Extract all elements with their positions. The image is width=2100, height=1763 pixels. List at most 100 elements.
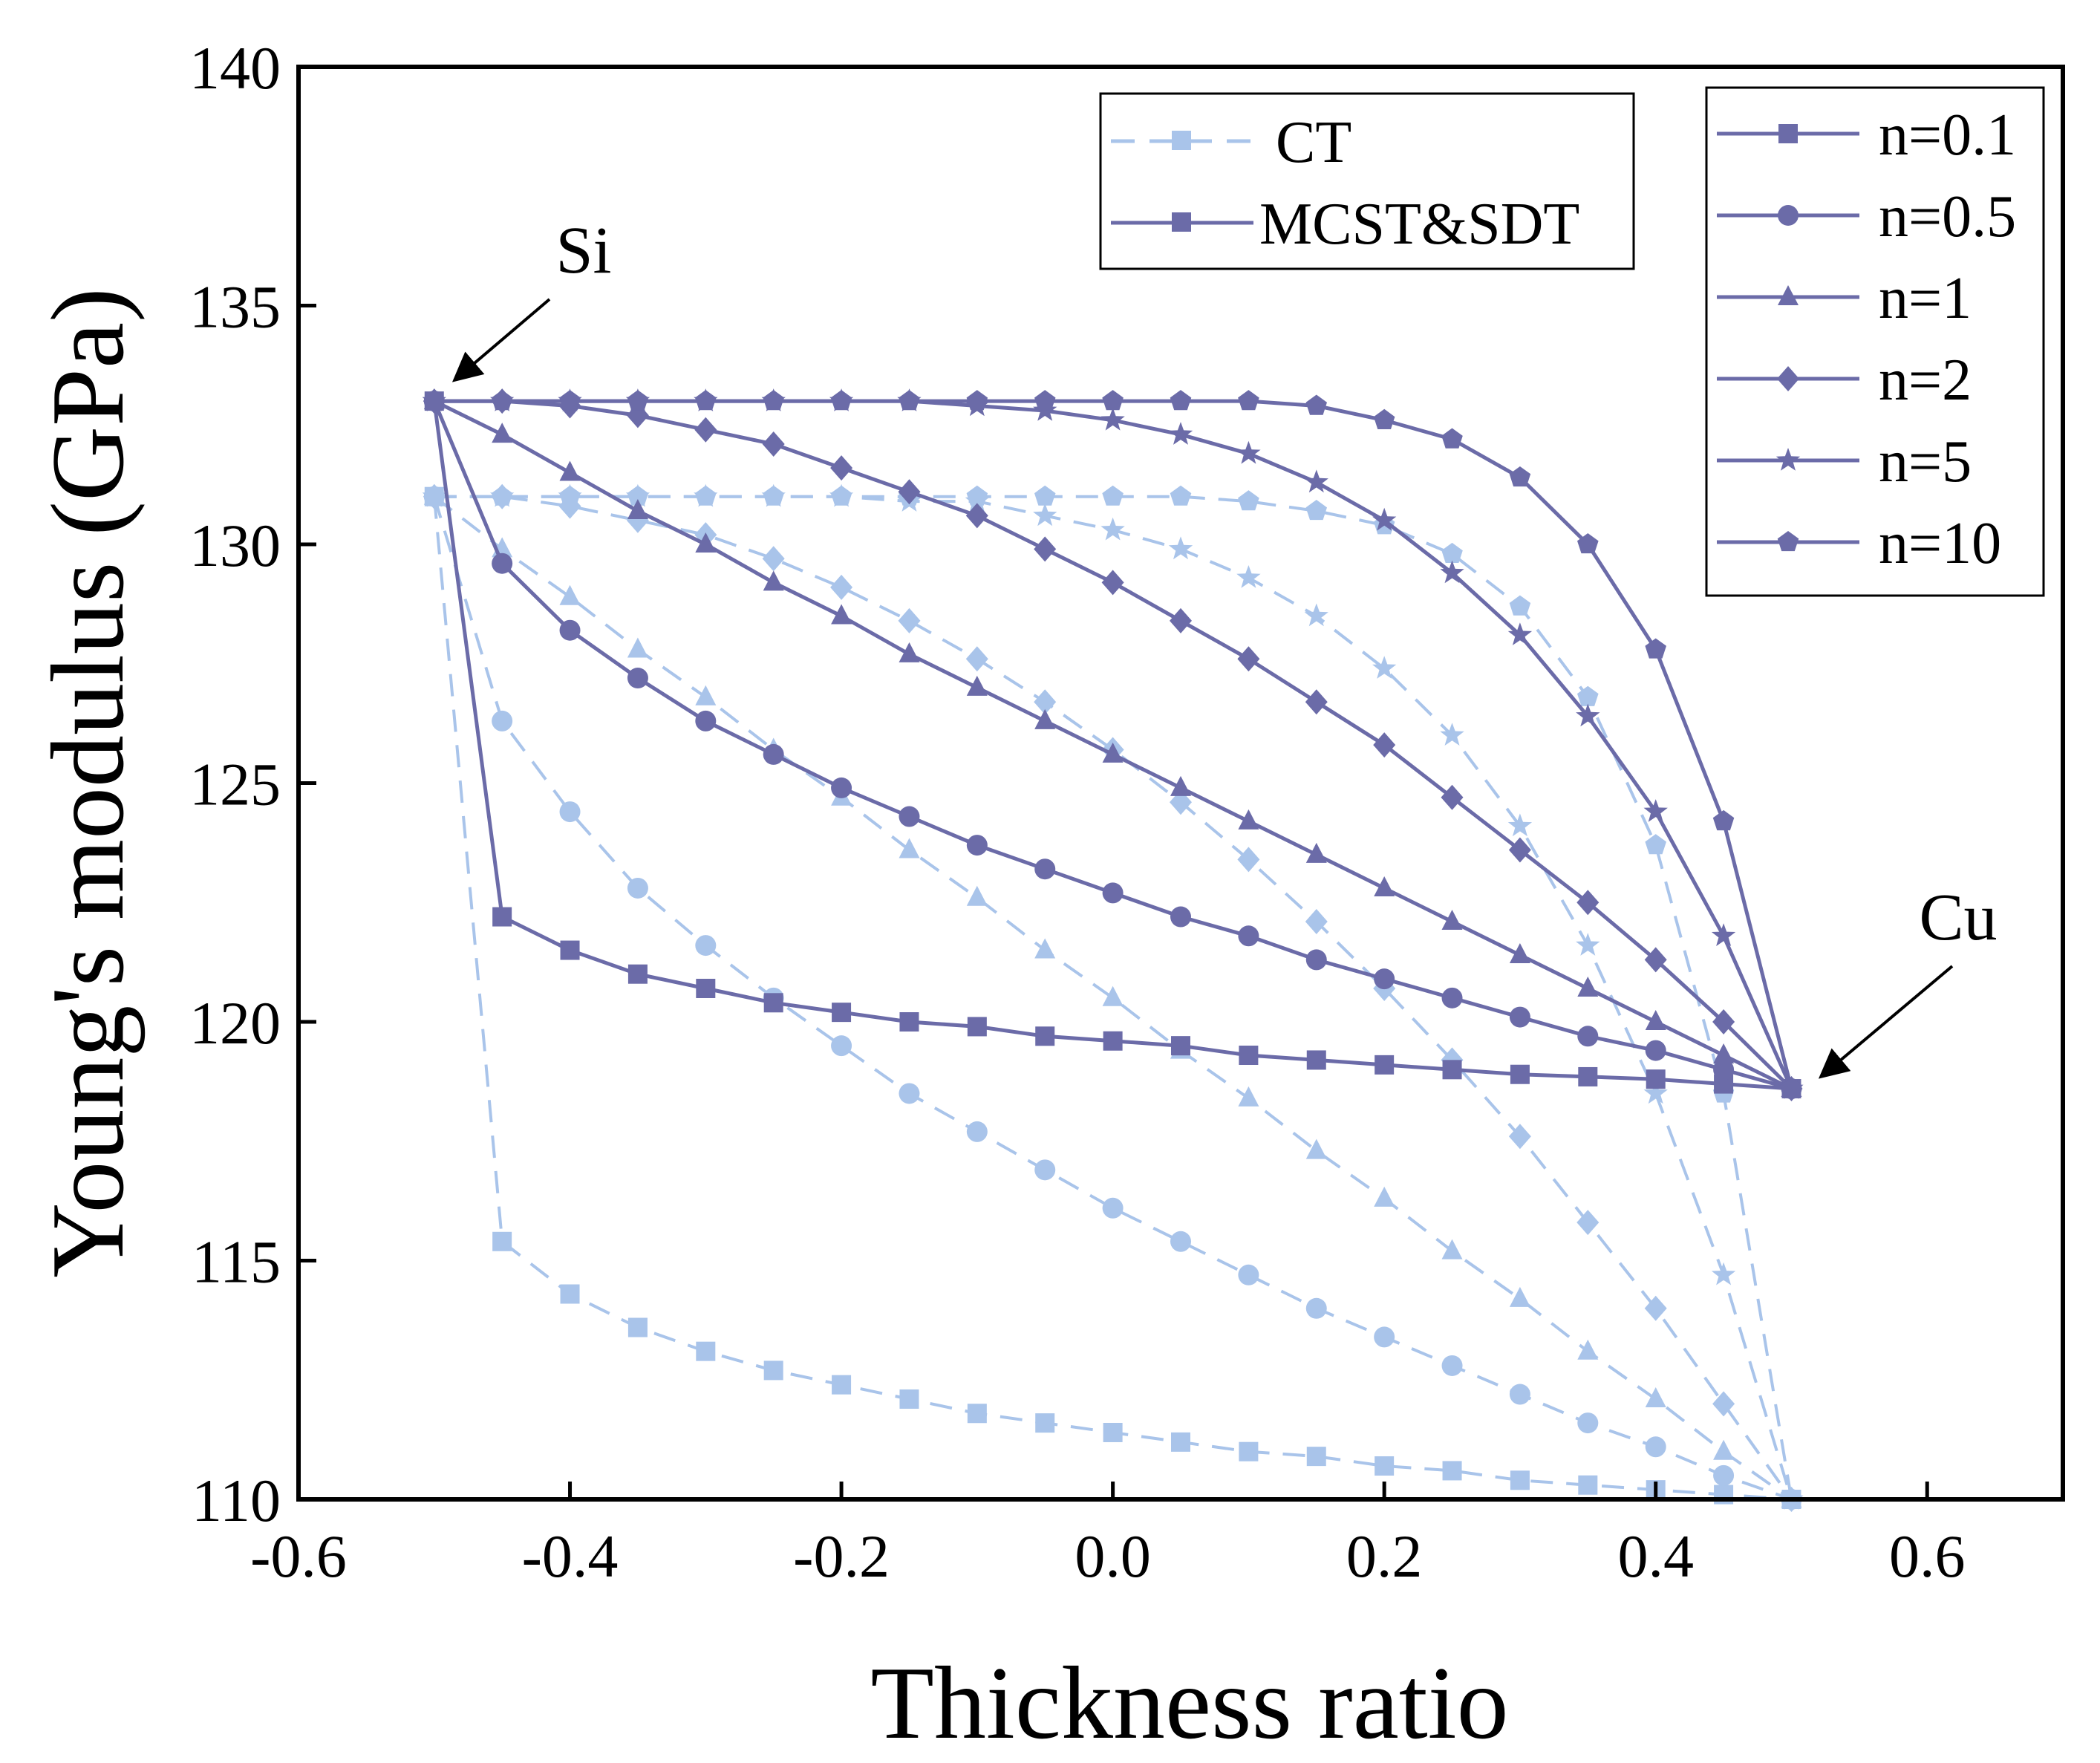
- data-point-mcst-n0p5: [559, 619, 581, 641]
- data-point-mcst-n5: [1507, 622, 1533, 645]
- legend-n-values: n=0.1 n=0.5 n=1 n=2 n=5 n=10: [1705, 86, 2045, 597]
- data-point-mcst-n5: [1643, 799, 1668, 822]
- data-point-ct-n10: [1645, 834, 1666, 855]
- data-point-mcst-n5: [1711, 923, 1736, 946]
- x-tick-label: -0.2: [793, 1522, 890, 1590]
- annotation-cu-label: Cu: [1919, 881, 1997, 954]
- data-point-mcst-n10: [899, 390, 920, 411]
- x-tick-label: 0.6: [1889, 1522, 1966, 1590]
- data-point-mcst-n0p5: [1305, 949, 1327, 971]
- data-point-ct-n0p1: [1578, 1475, 1598, 1495]
- data-point-mcst-n1: [899, 642, 920, 662]
- data-point-mcst-n0p5: [1645, 1040, 1666, 1061]
- data-point-mcst-n0p5: [1374, 968, 1395, 990]
- data-point-ct-n10: [830, 485, 852, 506]
- data-point-mcst-n1: [492, 423, 513, 443]
- data-point-mcst-n1: [966, 675, 988, 696]
- data-point-ct-n10: [763, 485, 784, 506]
- legend-n-marker: [1775, 448, 1801, 471]
- data-point-ct-n5: [1372, 656, 1397, 679]
- data-point-ct-n0p1: [1442, 1461, 1462, 1481]
- data-point-mcst-n2: [1508, 837, 1531, 863]
- data-point-mcst-n0p1: [763, 993, 783, 1013]
- data-point-ct-n0p5: [1034, 1159, 1056, 1181]
- data-point-ct-n0p1: [627, 1317, 648, 1337]
- legend-n-label: n=2: [1879, 348, 1972, 413]
- data-point-mcst-n2: [1034, 536, 1057, 562]
- legend-n-marker: [1777, 531, 1799, 552]
- data-point-mcst-n10: [423, 390, 445, 411]
- legend-n-label: n=5: [1879, 429, 1972, 495]
- legend-theory-box: [1099, 92, 1635, 270]
- data-point-mcst-n2: [1441, 784, 1464, 810]
- data-point-mcst-n0p1: [492, 907, 512, 927]
- data-point-mcst-n10: [1712, 809, 1735, 831]
- data-point-mcst-n5: [1168, 422, 1193, 445]
- data-point-mcst-n0p5: [1713, 1059, 1735, 1081]
- data-point-mcst-n10: [491, 390, 513, 411]
- y-tick-label: 140: [189, 34, 281, 102]
- data-point-ct-n1: [1713, 1439, 1735, 1460]
- data-point-mcst-n0p1: [899, 1012, 919, 1032]
- legend-theory: CT MCST&SDT: [1099, 92, 1635, 270]
- data-point-mcst-n5: [1576, 703, 1600, 727]
- data-point-ct-n10: [1509, 595, 1531, 616]
- data-point-ct-n0p1: [1103, 1422, 1123, 1442]
- data-point-mcst-n10: [1305, 394, 1327, 415]
- data-point-mcst-n1: [559, 460, 581, 481]
- data-point-mcst-n0p5: [831, 777, 852, 798]
- data-point-mcst-n1: [1034, 708, 1056, 729]
- x-tick-label: 0.0: [1075, 1522, 1151, 1590]
- data-point-mcst-n2: [1101, 570, 1124, 596]
- data-point-ct-n10: [1034, 485, 1056, 506]
- data-point-mcst-n10: [1034, 390, 1056, 411]
- annotation-si: Si: [451, 214, 612, 382]
- data-point-mcst-n10: [1645, 638, 1666, 659]
- data-point-mcst-n0p5: [1509, 1006, 1530, 1028]
- data-point-ct-n1: [1509, 1286, 1530, 1307]
- data-point-mcst-n2: [762, 431, 785, 457]
- data-point-mcst-n2: [1712, 1009, 1735, 1034]
- data-point-ct-n1: [559, 584, 581, 605]
- data-point-ct-n5: [1576, 933, 1600, 956]
- data-point-ct-n2: [830, 574, 853, 600]
- data-point-mcst-n1: [1374, 876, 1395, 896]
- data-point-ct-n0p5: [695, 935, 717, 957]
- data-point-ct-n0p5: [1305, 1297, 1327, 1319]
- data-point-ct-n1: [1374, 1186, 1395, 1207]
- data-point-ct-n1: [966, 885, 988, 906]
- series-ct-n0p5: [423, 486, 1802, 1510]
- legend-n-box: [1705, 86, 2045, 597]
- data-point-mcst-n0p1: [560, 940, 580, 960]
- data-point-ct-n2: [965, 646, 988, 672]
- data-point-mcst-n10: [559, 390, 581, 411]
- data-point-ct-n10: [627, 485, 649, 506]
- data-point-mcst-n2: [830, 455, 853, 481]
- data-point-ct-n10: [559, 485, 581, 506]
- data-point-ct-n0p1: [1171, 1432, 1190, 1452]
- data-point-ct-n0p1: [1306, 1447, 1326, 1467]
- data-point-mcst-n10: [1238, 390, 1259, 411]
- data-point-mcst-n10: [627, 390, 649, 411]
- data-point-ct-n10: [491, 485, 513, 506]
- data-point-ct-n2: [1305, 909, 1328, 934]
- data-point-mcst-n0p1: [1239, 1046, 1259, 1066]
- data-point-mcst-n2: [694, 417, 717, 443]
- annotation-si-label: Si: [555, 214, 611, 287]
- x-tick-label: 0.2: [1346, 1522, 1423, 1590]
- data-point-mcst-n0p1: [1442, 1060, 1462, 1080]
- data-point-mcst-n0p5: [899, 806, 920, 827]
- data-point-ct-n10: [1170, 485, 1192, 506]
- data-point-mcst-n0p1: [967, 1017, 987, 1037]
- x-tick-label: 0.4: [1617, 1522, 1694, 1590]
- data-point-mcst-n1: [627, 499, 648, 519]
- data-point-ct-n1: [1238, 1086, 1259, 1107]
- data-point-mcst-n10: [1509, 466, 1531, 487]
- data-point-mcst-n1: [1102, 742, 1124, 763]
- annotation-cu-arrow: [1818, 965, 1954, 1079]
- legend-n-label: n=1: [1879, 266, 1972, 331]
- data-point-ct-n0p5: [1441, 1355, 1463, 1376]
- data-point-ct-n5: [1711, 1262, 1736, 1285]
- data-point-ct-n10: [1441, 542, 1463, 563]
